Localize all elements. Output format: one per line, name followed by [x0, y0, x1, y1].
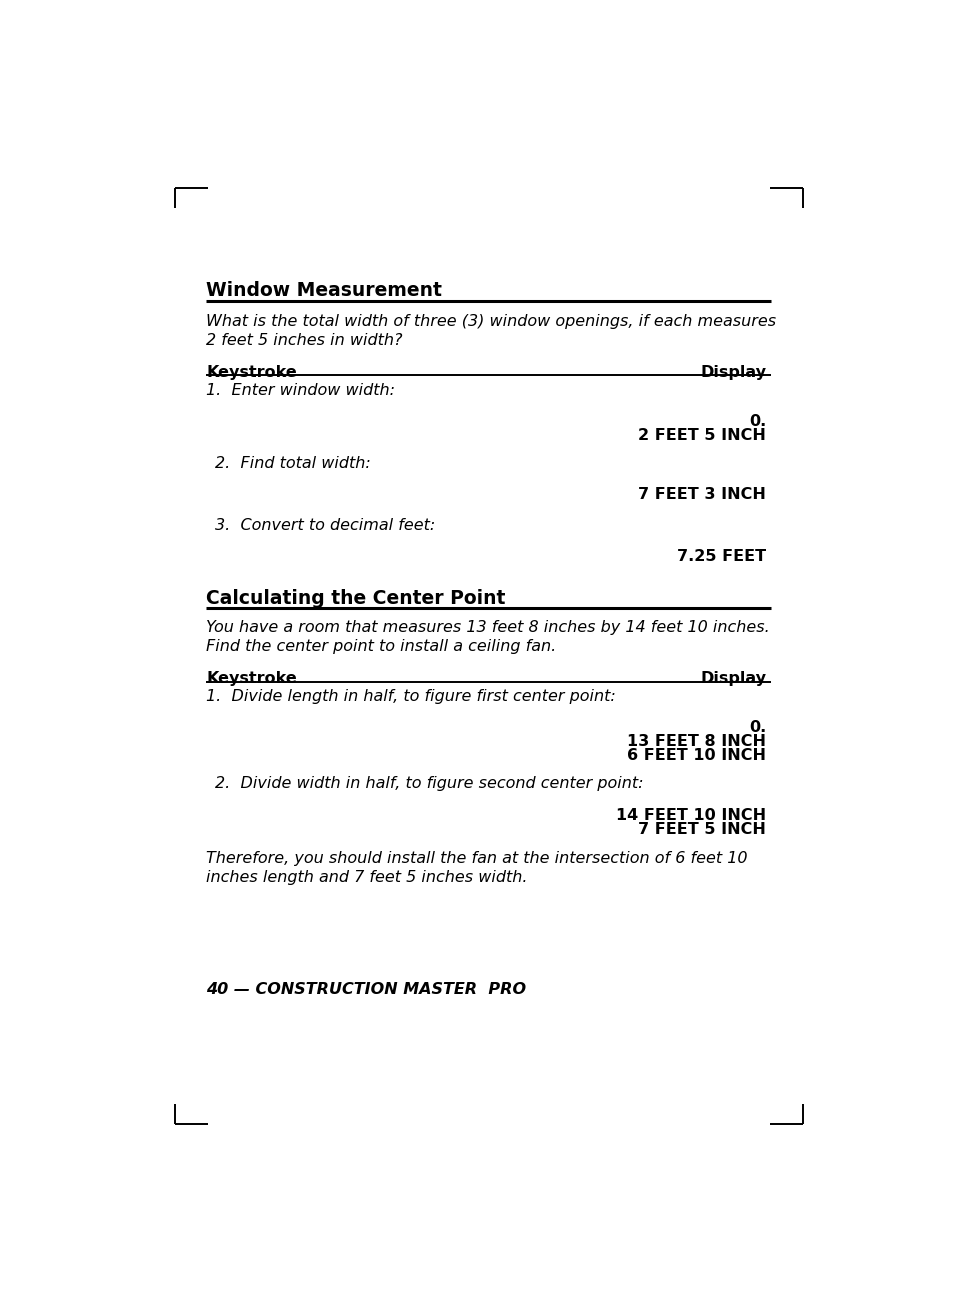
Text: 3.  Convert to decimal feet:: 3. Convert to decimal feet: [215, 518, 436, 533]
Text: Therefore, you should install the fan at the intersection of 6 feet 10
inches le: Therefore, you should install the fan at… [206, 851, 747, 886]
Text: 7 FEET 3 INCH: 7 FEET 3 INCH [638, 487, 765, 501]
Text: 2 FEET 5 INCH: 2 FEET 5 INCH [638, 427, 765, 443]
Text: 6 FEET 10 INCH: 6 FEET 10 INCH [626, 748, 765, 763]
Text: 40 — CONSTRUCTION MASTER  PRO: 40 — CONSTRUCTION MASTER PRO [206, 982, 526, 998]
Text: Window Measurement: Window Measurement [206, 282, 442, 300]
Text: 1.  Divide length in half, to figure first center point:: 1. Divide length in half, to figure firs… [206, 690, 616, 704]
Text: Keystroke: Keystroke [206, 365, 297, 379]
Text: 14 FEET 10 INCH: 14 FEET 10 INCH [616, 808, 765, 824]
Text: What is the total width of three (3) window openings, if each measures
2 feet 5 : What is the total width of three (3) win… [206, 314, 776, 348]
Text: 0.: 0. [748, 720, 765, 735]
Text: 0.: 0. [748, 414, 765, 429]
Text: 7.25 FEET: 7.25 FEET [677, 548, 765, 564]
Text: 2.  Divide width in half, to figure second center point:: 2. Divide width in half, to figure secon… [215, 777, 643, 791]
Text: 2.  Find total width:: 2. Find total width: [215, 456, 371, 472]
Text: You have a room that measures 13 feet 8 inches by 14 feet 10 inches.
Find the ce: You have a room that measures 13 feet 8 … [206, 620, 769, 655]
Text: Calculating the Center Point: Calculating the Center Point [206, 588, 505, 608]
Text: 1.  Enter window width:: 1. Enter window width: [206, 383, 395, 397]
Text: 13 FEET 8 INCH: 13 FEET 8 INCH [626, 734, 765, 750]
Text: Display: Display [700, 672, 765, 686]
Text: Keystroke: Keystroke [206, 672, 297, 686]
Text: Display: Display [700, 365, 765, 379]
Text: 7 FEET 5 INCH: 7 FEET 5 INCH [638, 822, 765, 837]
